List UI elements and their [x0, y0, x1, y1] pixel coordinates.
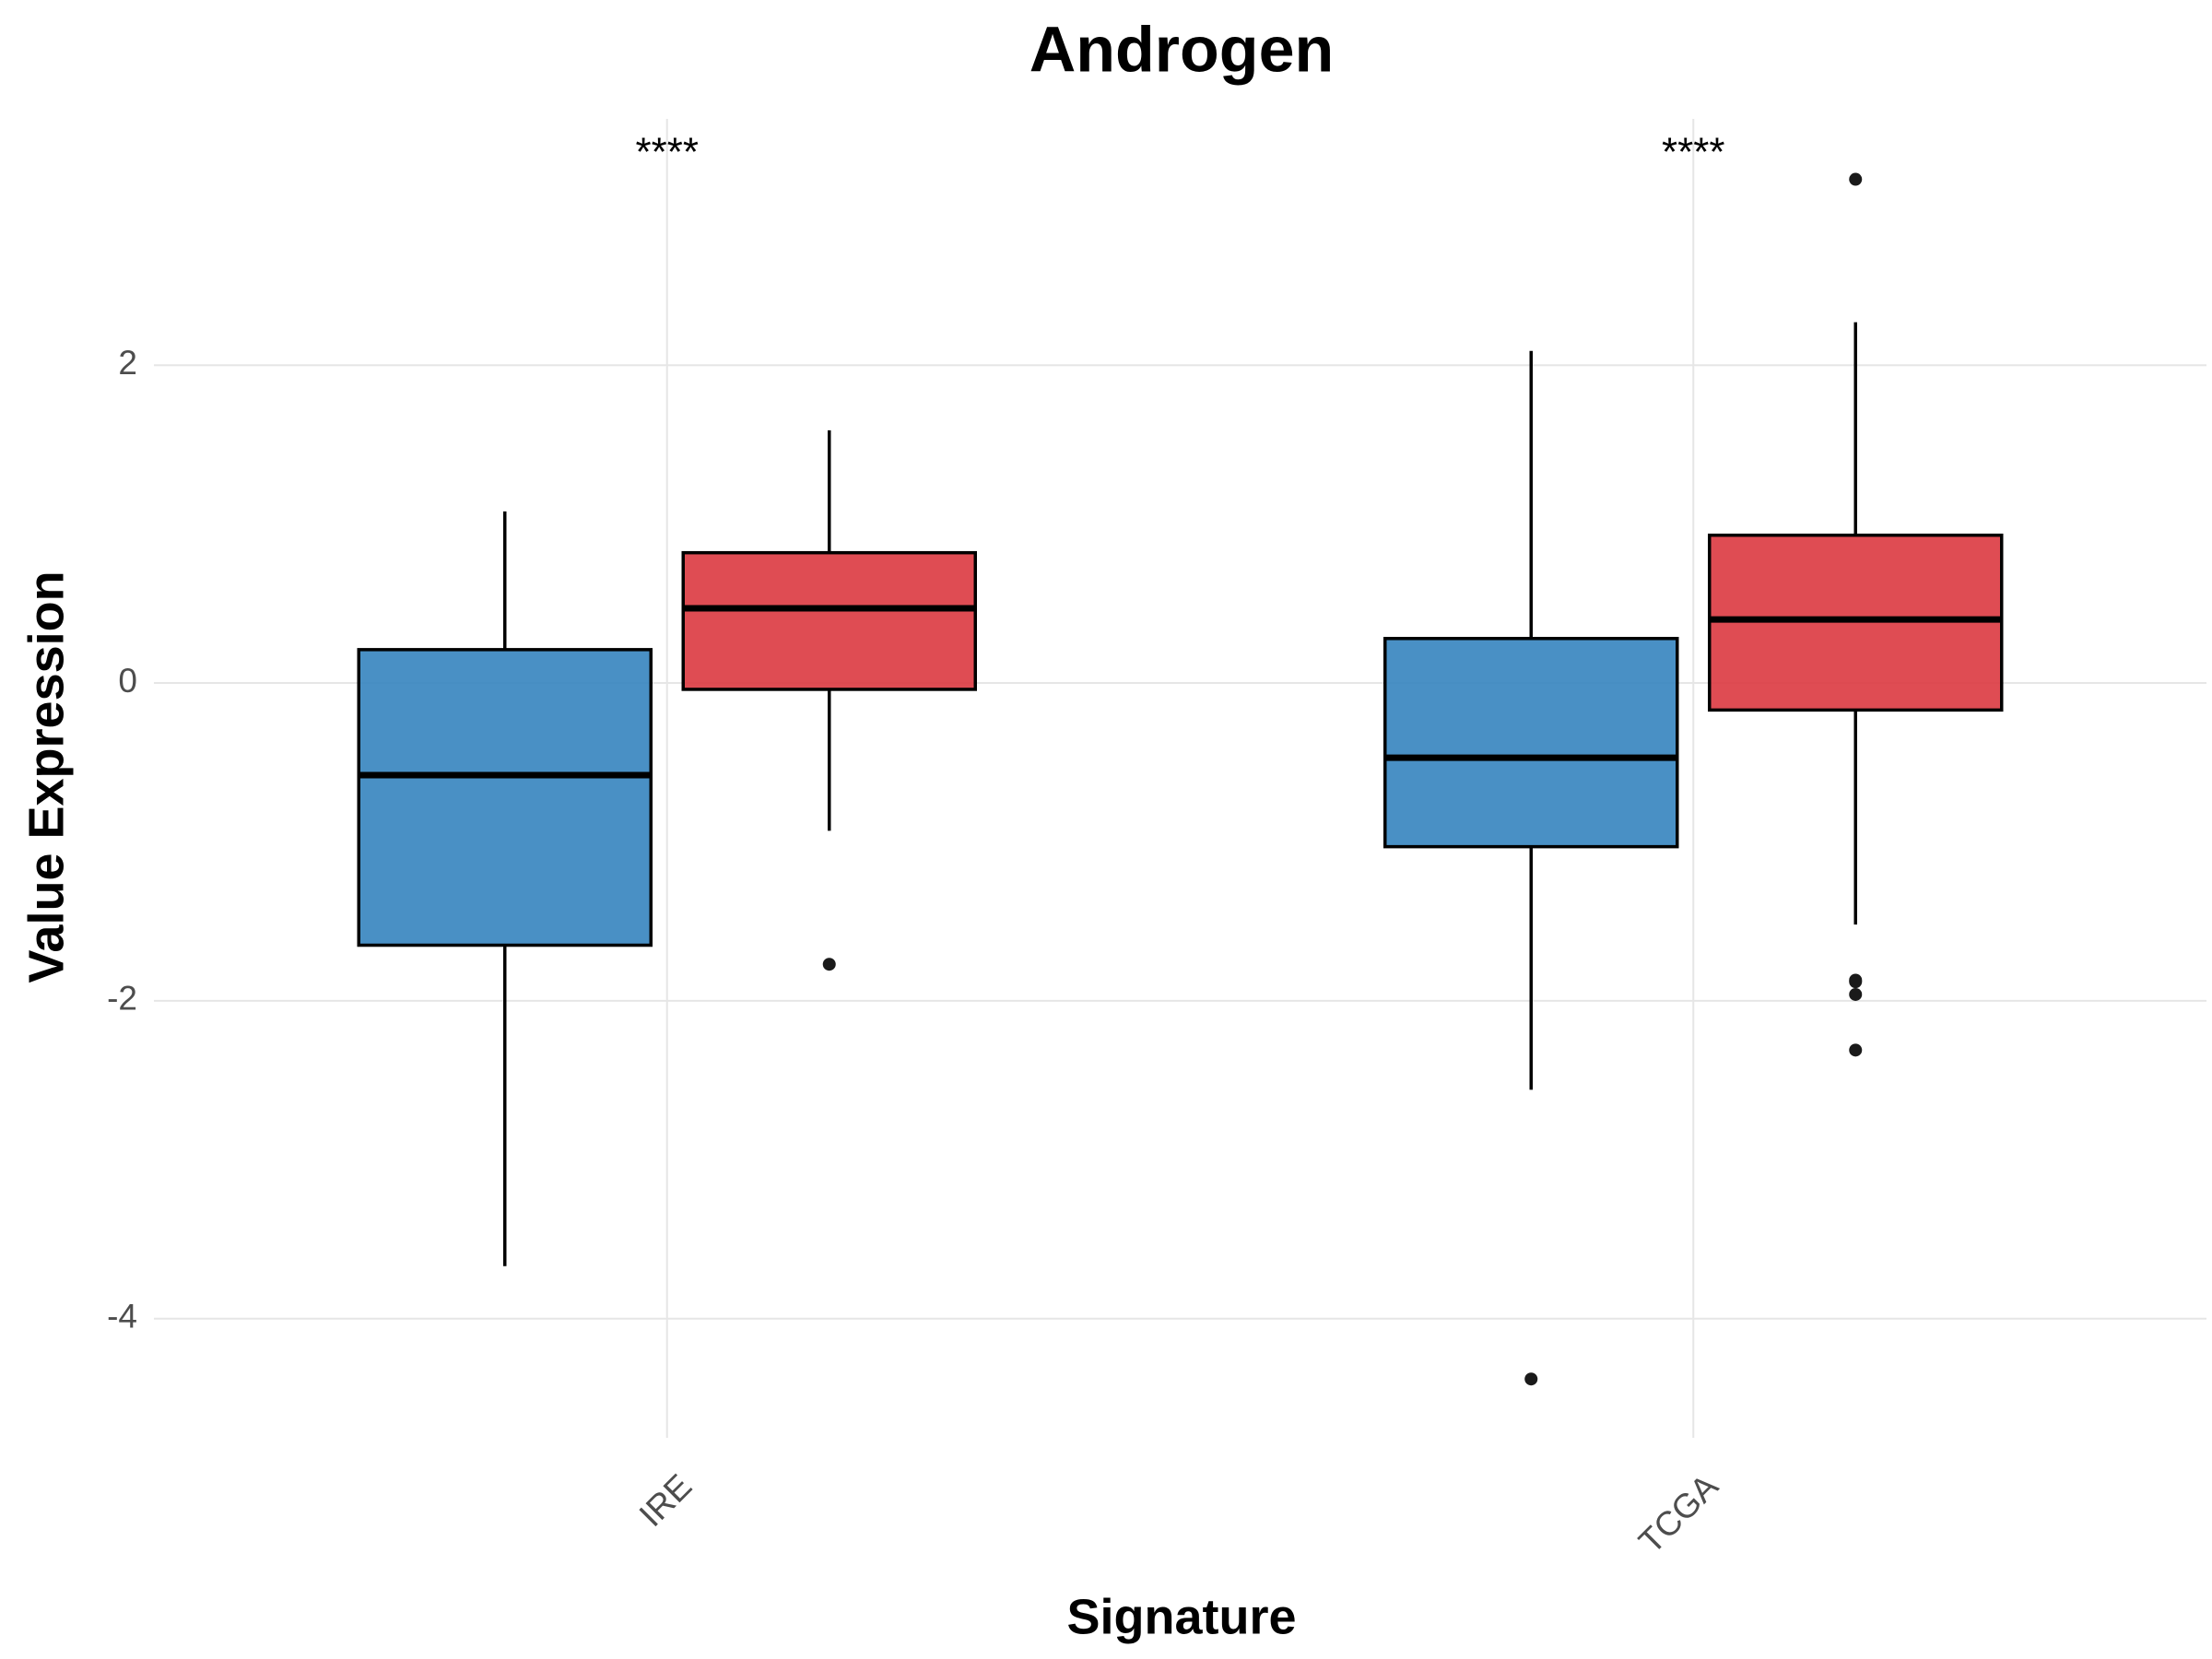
box: [681, 550, 977, 691]
x-tick-label: IRE: [632, 1467, 700, 1535]
x-axis-title: Signature: [1066, 1589, 1296, 1644]
y-axis-title: Value Expression: [18, 571, 74, 982]
box: [1383, 637, 1679, 849]
significance: ****: [636, 130, 700, 175]
outlier: [1524, 1372, 1538, 1386]
chart-title: Androgen: [1030, 13, 1335, 85]
outlier: [1849, 172, 1863, 186]
y-tick-label: 2: [118, 344, 137, 382]
y-tick-label: 0: [118, 662, 137, 700]
outlier: [1849, 1043, 1863, 1057]
box: [357, 648, 653, 947]
outlier: [1849, 975, 1863, 989]
y-tick-label: -4: [107, 1297, 137, 1335]
significance: ****: [1662, 130, 1725, 175]
outlier: [1849, 987, 1863, 1001]
y-tick-label: -2: [107, 980, 137, 1018]
x-tick-label: TCGA: [1631, 1466, 1725, 1560]
outlier: [822, 958, 836, 971]
